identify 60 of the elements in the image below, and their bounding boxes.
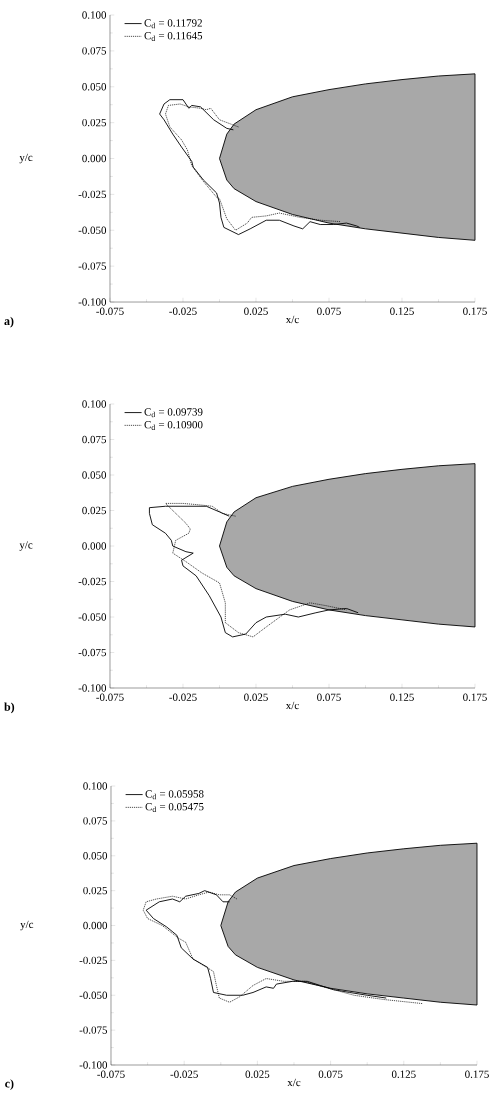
y-tick-label: 0.050 <box>83 852 108 860</box>
y-tick-label: 0.075 <box>82 435 107 444</box>
y-tick-label: -0.075 <box>78 262 107 270</box>
y-tick-label: 0.100 <box>83 782 108 790</box>
y-tick-label: -0.050 <box>78 226 107 234</box>
y-tick-label: 0.025 <box>82 118 107 127</box>
x-axis-title: x/c <box>287 1078 301 1087</box>
x-tick-label: -0.025 <box>170 1070 198 1078</box>
text: a) <box>4 316 14 328</box>
y-tick-label: -0.075 <box>78 648 107 657</box>
x-tick-label: 0.075 <box>318 1070 343 1078</box>
y-tick-label: -0.025 <box>78 190 107 199</box>
y-axis-title: y/c <box>20 920 34 931</box>
y-tick-label: 0.000 <box>82 542 107 550</box>
x-tick-label: -0.025 <box>169 693 197 701</box>
x-tick-label: 0.125 <box>390 307 414 315</box>
y-axis-title: y/c <box>19 153 33 164</box>
y-axis-title: y/c <box>19 541 33 551</box>
x-tick-label: 0.025 <box>245 1070 270 1078</box>
y-tick-label: 0.025 <box>82 506 107 515</box>
x-tick-label: -0.075 <box>96 693 124 701</box>
legend-label: C$_{d}$ = 0.11792 <box>144 19 202 29</box>
x-axis-title: x/c <box>285 701 299 710</box>
y-tick-label: 0.000 <box>82 154 107 163</box>
x-tick-label: -0.025 <box>169 307 197 315</box>
legend-label: C$_{d}$ = 0.05475 <box>145 802 204 812</box>
x-tick-label: 0.125 <box>390 693 414 701</box>
y-tick-label: 0.050 <box>82 83 107 91</box>
y-tick-label: 0.100 <box>82 11 107 19</box>
legend-label: C$_{d}$ = 0.09739 <box>144 408 203 418</box>
y-tick-label: 0.075 <box>83 817 108 825</box>
text: c) <box>5 1079 14 1090</box>
x-tick-label: 0.125 <box>391 1070 416 1078</box>
y-tick-label: -0.100 <box>79 1061 108 1069</box>
x-tick-label: 0.075 <box>317 693 341 701</box>
x-tick-label: 0.175 <box>463 693 487 701</box>
x-tick-label: 0.025 <box>244 307 268 315</box>
y-tick-label: 0.100 <box>82 400 107 408</box>
x-tick-label: 0.025 <box>244 693 268 701</box>
x-tick-label: 0.075 <box>317 307 341 315</box>
y-tick-label: 0.050 <box>82 471 107 479</box>
x-tick-label: -0.075 <box>96 307 124 315</box>
x-axis-title: x/c <box>285 315 299 324</box>
y-tick-label: -0.075 <box>79 1026 108 1034</box>
y-tick-label: -0.100 <box>78 298 107 306</box>
y-tick-label: -0.050 <box>78 613 107 621</box>
y-tick-label: -0.100 <box>78 684 107 692</box>
y-tick-label: -0.025 <box>78 577 107 586</box>
y-tick-label: 0.000 <box>83 921 108 930</box>
x-tick-label: 0.175 <box>465 1070 489 1078</box>
legend-label: C$_{d}$ = 0.05958 <box>145 790 204 800</box>
y-tick-label: 0.025 <box>83 886 108 895</box>
y-tick-label: -0.050 <box>79 991 108 999</box>
x-tick-label: -0.075 <box>97 1070 125 1078</box>
x-tick-label: 0.175 <box>463 307 487 315</box>
legend-label: C$_{d}$ = 0.11645 <box>144 31 203 41</box>
text: b) <box>4 702 15 714</box>
y-tick-label: 0.075 <box>82 47 107 55</box>
legend-label: C$_{d}$ = 0.10900 <box>144 420 203 430</box>
y-tick-label: -0.025 <box>79 956 108 965</box>
